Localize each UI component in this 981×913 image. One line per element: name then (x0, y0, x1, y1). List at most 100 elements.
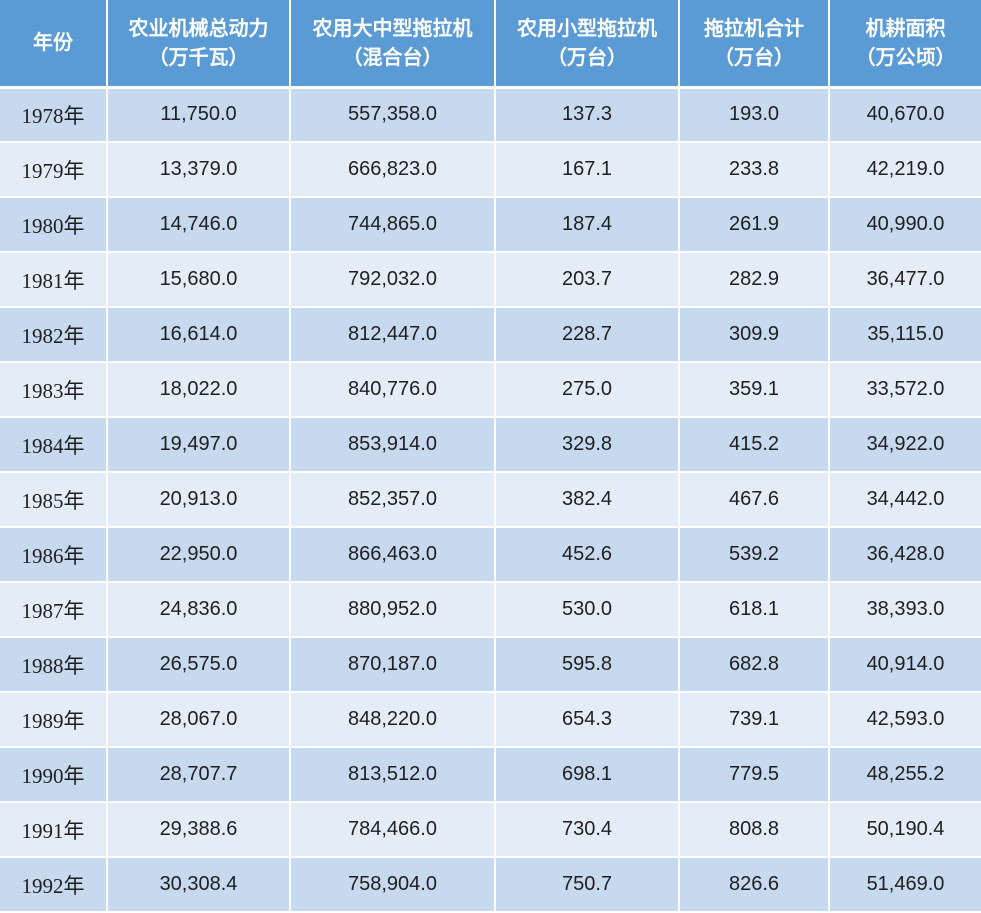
tractors-total-cell: 193.0 (679, 87, 830, 143)
large-tractors-cell: 812,447.0 (290, 307, 496, 363)
header-label: 农用小型拖拉机 (517, 15, 657, 40)
plowed-area-cell: 36,428.0 (829, 527, 981, 583)
tractors-total-cell: 467.6 (679, 472, 830, 528)
small-tractors-cell: 167.1 (495, 142, 680, 198)
plowed-area-cell: 40,914.0 (829, 637, 981, 693)
plowed-area-cell: 35,115.0 (829, 307, 981, 363)
tractors-total-cell: 261.9 (679, 197, 830, 253)
total-power-cell: 11,750.0 (107, 87, 291, 143)
table-row: 1992年 30,308.4 758,904.0 750.7 826.6 51,469.0 (0, 857, 981, 913)
tractors-total-cell: 779.5 (679, 747, 830, 803)
header-label: 农业机械总动力 (128, 15, 269, 40)
header-row: 年份 农业机械总动力 （万千瓦） 农用大中型拖拉机 （混合台） 农用小型拖拉机 （万台） 拖拉… (0, 0, 981, 89)
plowed-area-cell: 34,442.0 (829, 472, 981, 528)
total-power-cell: 16,614.0 (107, 307, 291, 363)
large-tractors-cell: 758,904.0 (290, 857, 496, 913)
table-row: 1990年 28,707.7 813,512.0 698.1 779.5 48,255.2 (0, 747, 981, 803)
header-label: 农用大中型拖拉机 (312, 15, 473, 40)
tractors-total-cell: 682.8 (679, 637, 830, 693)
total-power-cell: 18,022.0 (107, 362, 291, 418)
large-tractors-cell: 792,032.0 (290, 252, 496, 308)
large-tractors-cell: 784,466.0 (290, 802, 496, 858)
plowed-area-cell: 50,190.4 (829, 802, 981, 858)
plowed-area-cell: 40,670.0 (829, 87, 981, 143)
small-tractors-cell: 654.3 (495, 692, 680, 748)
year-cell: 1989年 (0, 692, 108, 748)
year-cell: 1980年 (0, 197, 108, 253)
header-tractors-total: 拖拉机合计 （万台） (679, 0, 830, 89)
tractors-total-cell: 309.9 (679, 307, 830, 363)
year-cell: 1982年 (0, 307, 108, 363)
total-power-cell: 29,388.6 (107, 802, 291, 858)
small-tractors-cell: 750.7 (495, 857, 680, 913)
large-tractors-cell: 813,512.0 (290, 747, 496, 803)
small-tractors-cell: 595.8 (495, 637, 680, 693)
small-tractors-cell: 203.7 (495, 252, 680, 308)
large-tractors-cell: 744,865.0 (290, 197, 496, 253)
tractors-total-cell: 826.6 (679, 857, 830, 913)
small-tractors-cell: 228.7 (495, 307, 680, 363)
table-body: 1978年 11,750.0 557,358.0 137.3 193.0 40,670.0… (0, 87, 981, 913)
header-year: 年份 (0, 0, 108, 89)
small-tractors-cell: 530.0 (495, 582, 680, 638)
total-power-cell: 26,575.0 (107, 637, 291, 693)
plowed-area-cell: 42,219.0 (829, 142, 981, 198)
year-cell: 1992年 (0, 857, 108, 913)
table-row: 1982年 16,614.0 812,447.0 228.7 309.9 35,115.0 (0, 307, 981, 363)
tractors-total-cell: 359.1 (679, 362, 830, 418)
table-row: 1989年 28,067.0 848,220.0 654.3 739.1 42,593.0 (0, 692, 981, 748)
table-header: 年份 农业机械总动力 （万千瓦） 农用大中型拖拉机 （混合台） 农用小型拖拉机 （万台） 拖拉… (0, 0, 981, 89)
year-cell: 1981年 (0, 252, 108, 308)
plowed-area-cell: 34,922.0 (829, 417, 981, 473)
total-power-cell: 19,497.0 (107, 417, 291, 473)
table-row: 1985年 20,913.0 852,357.0 382.4 467.6 34,442.0 (0, 472, 981, 528)
table-row: 1984年 19,497.0 853,914.0 329.8 415.2 34,922.0 (0, 417, 981, 473)
small-tractors-cell: 698.1 (495, 747, 680, 803)
header-unit: （万千瓦） (148, 44, 249, 69)
table-row: 1983年 18,022.0 840,776.0 275.0 359.1 33,572.0 (0, 362, 981, 418)
small-tractors-cell: 382.4 (495, 472, 680, 528)
large-tractors-cell: 870,187.0 (290, 637, 496, 693)
table-row: 1988年 26,575.0 870,187.0 595.8 682.8 40,914.0 (0, 637, 981, 693)
year-cell: 1979年 (0, 142, 108, 198)
year-cell: 1984年 (0, 417, 108, 473)
plowed-area-cell: 42,593.0 (829, 692, 981, 748)
header-label: 机耕面积 (865, 15, 946, 40)
table-row: 1987年 24,836.0 880,952.0 530.0 618.1 38,393.0 (0, 582, 981, 638)
large-tractors-cell: 866,463.0 (290, 527, 496, 583)
table-row: 1991年 29,388.6 784,466.0 730.4 808.8 50,190.4 (0, 802, 981, 858)
year-cell: 1988年 (0, 637, 108, 693)
year-cell: 1990年 (0, 747, 108, 803)
large-tractors-cell: 880,952.0 (290, 582, 496, 638)
header-plowed-area: 机耕面积 （万公顷） (829, 0, 981, 89)
tractors-total-cell: 282.9 (679, 252, 830, 308)
large-tractors-cell: 557,358.0 (290, 87, 496, 143)
year-cell: 1986年 (0, 527, 108, 583)
table-row: 1978年 11,750.0 557,358.0 137.3 193.0 40,670.0 (0, 87, 981, 143)
plowed-area-cell: 51,469.0 (829, 857, 981, 913)
year-cell: 1985年 (0, 472, 108, 528)
header-large-tractors: 农用大中型拖拉机 （混合台） (290, 0, 496, 89)
tractors-total-cell: 618.1 (679, 582, 830, 638)
tractors-total-cell: 739.1 (679, 692, 830, 748)
table-row: 1980年 14,746.0 744,865.0 187.4 261.9 40,990.0 (0, 197, 981, 253)
header-unit: （混合台） (342, 44, 443, 69)
tractors-total-cell: 233.8 (679, 142, 830, 198)
header-unit: （万公顷） (855, 44, 956, 69)
total-power-cell: 24,836.0 (107, 582, 291, 638)
year-cell: 1983年 (0, 362, 108, 418)
table-row: 1986年 22,950.0 866,463.0 452.6 539.2 36,428.0 (0, 527, 981, 583)
total-power-cell: 15,680.0 (107, 252, 291, 308)
plowed-area-cell: 38,393.0 (829, 582, 981, 638)
plowed-area-cell: 40,990.0 (829, 197, 981, 253)
header-unit: （万台） (547, 44, 627, 69)
plowed-area-cell: 48,255.2 (829, 747, 981, 803)
table-row: 1979年 13,379.0 666,823.0 167.1 233.8 42,219.0 (0, 142, 981, 198)
tractors-total-cell: 539.2 (679, 527, 830, 583)
tractors-total-cell: 808.8 (679, 802, 830, 858)
large-tractors-cell: 853,914.0 (290, 417, 496, 473)
large-tractors-cell: 840,776.0 (290, 362, 496, 418)
small-tractors-cell: 329.8 (495, 417, 680, 473)
header-small-tractors: 农用小型拖拉机 （万台） (495, 0, 680, 89)
